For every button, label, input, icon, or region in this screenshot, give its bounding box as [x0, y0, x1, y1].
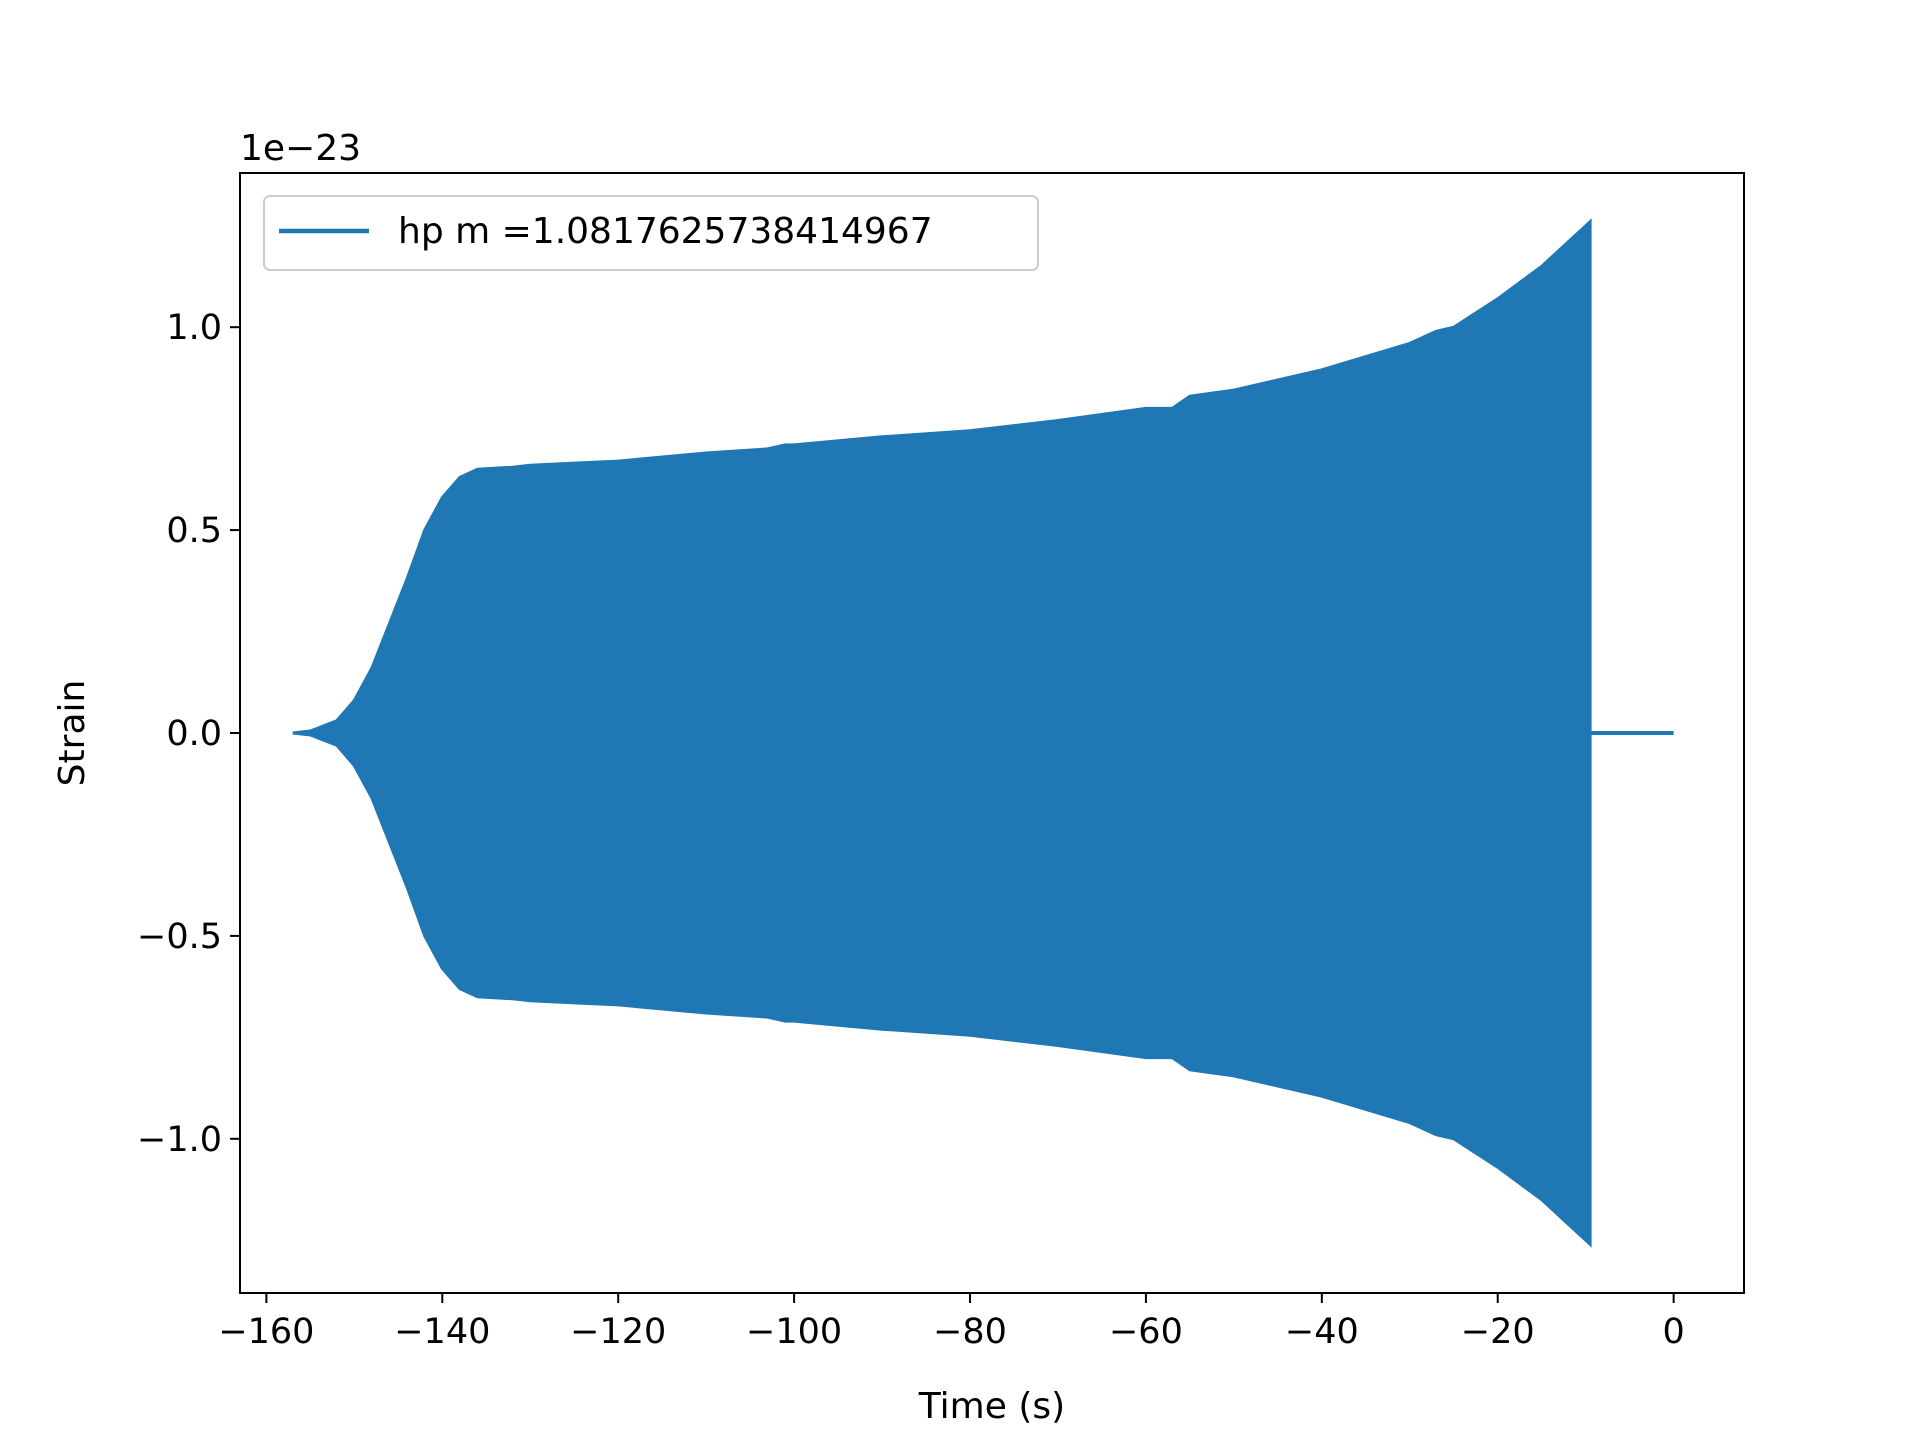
y-axis: −1.0 −0.5 0.0 0.5 1.0	[137, 308, 240, 1160]
legend: hp m =1.0817625738414967	[263, 195, 1039, 271]
x-axis: −160 −140 −120 −100 −80 −60 −40 −20 0	[218, 1293, 1685, 1352]
y-tick-label: 0.5	[166, 511, 222, 551]
x-axis-label: Time (s)	[918, 1386, 1065, 1427]
x-tick-label: −60	[1109, 1312, 1183, 1352]
y-tick-label: −0.5	[137, 917, 222, 957]
y-tick-label: −1.0	[137, 1120, 222, 1160]
x-tick-label: −20	[1461, 1312, 1535, 1352]
series-hp-waveform	[292, 218, 1592, 1248]
x-tick-label: −140	[394, 1312, 490, 1352]
x-tick-label: −160	[218, 1312, 314, 1352]
x-tick-label: −80	[933, 1312, 1007, 1352]
x-tick-label: −120	[570, 1312, 666, 1352]
legend-box	[263, 195, 1039, 271]
x-tick-label: −40	[1285, 1312, 1359, 1352]
plot-area	[292, 218, 1674, 1248]
y-tick-label: 1.0	[166, 308, 222, 348]
y-axis-label: Strain	[52, 680, 93, 787]
y-tick-label: 0.0	[166, 714, 222, 754]
y-offset-label: 1e−23	[240, 128, 361, 169]
x-tick-label: −100	[746, 1312, 842, 1352]
legend-entry-hp: hp m =1.0817625738414967	[398, 211, 933, 252]
x-tick-label: 0	[1662, 1312, 1684, 1352]
